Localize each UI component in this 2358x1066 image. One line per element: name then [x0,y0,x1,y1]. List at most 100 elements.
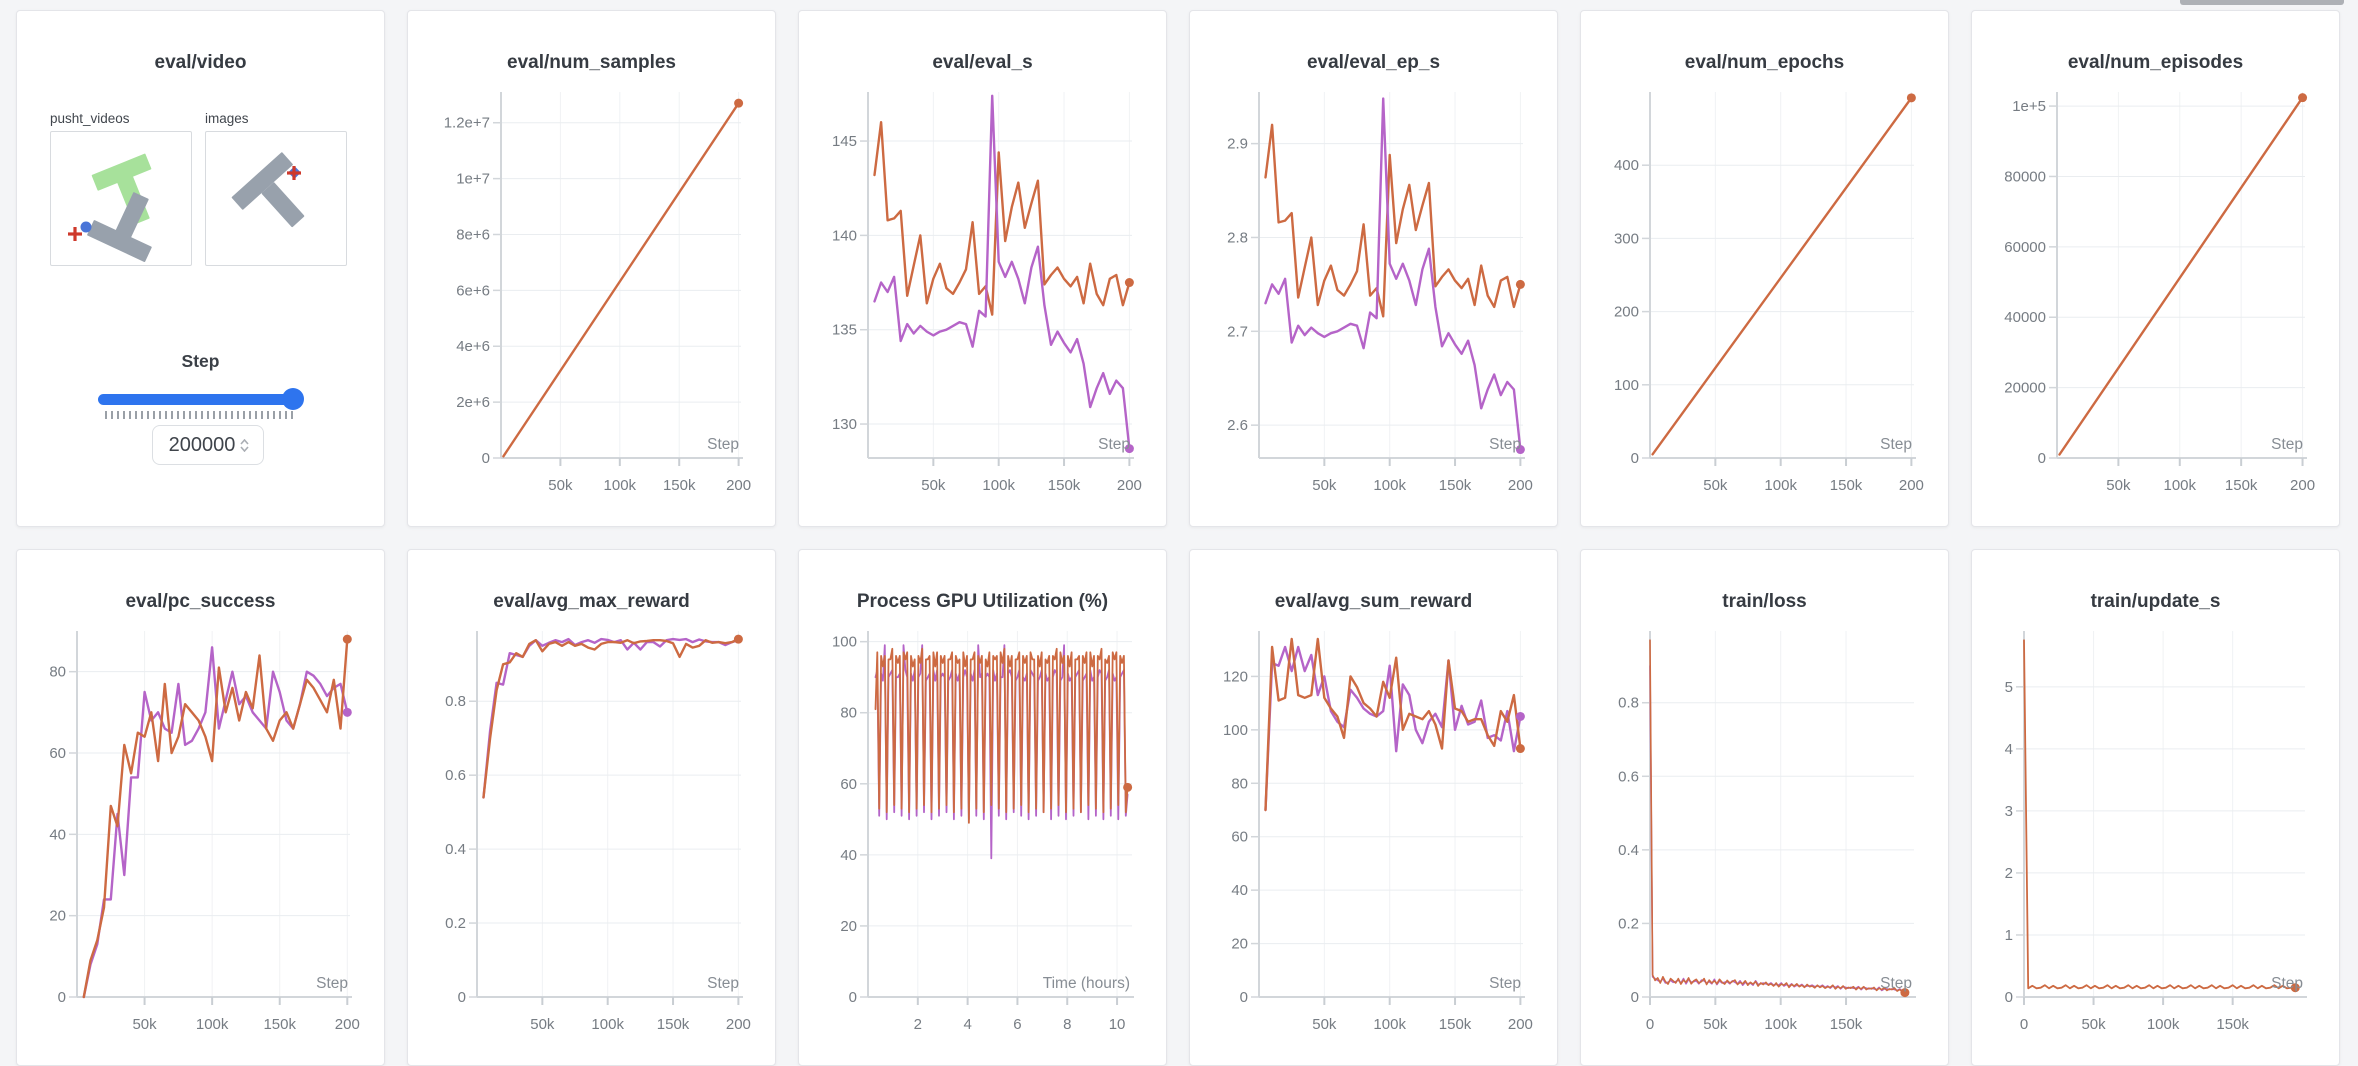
svg-text:0: 0 [2005,989,2013,1006]
step-slider-track[interactable] [98,394,300,405]
svg-text:300: 300 [1614,230,1639,247]
svg-text:3: 3 [2005,803,2013,820]
chart-eval-avg-max-reward[interactable]: 0 0.2 0.4 0.6 0.8 50k 100k 150k 200 Step [408,623,775,1059]
panel-title: eval/video [154,52,247,73]
step-slider-ticks [105,411,295,419]
svg-text:0.6: 0.6 [445,767,466,784]
scrollbar-thumb[interactable] [2180,0,2344,5]
step-increment-icon[interactable] [240,438,249,445]
agent-dot [80,221,92,233]
svg-text:0: 0 [849,989,857,1006]
svg-text:0: 0 [1631,989,1639,1006]
svg-text:120: 120 [1223,668,1248,685]
chart-eval-pc-success[interactable]: 0 20 40 60 80 50k 100k 150k 200 Step [17,623,384,1059]
panel-title: Process GPU Utilization (%) [856,591,1109,612]
svg-text:60000: 60000 [2004,239,2046,256]
chart-eval-eval-s[interactable]: 130 135 140 145 50k 100k 150k 200 Step [799,84,1166,520]
panel-eval-pc-success: eval/pc_success 0 20 40 60 80 50k 100k 150k 200 S… [16,549,385,1066]
svg-text:Step: Step [1489,975,1521,992]
svg-text:100k: 100k [1373,477,1406,494]
svg-text:100k: 100k [2147,1016,2180,1033]
svg-text:150k: 150k [1048,477,1081,494]
svg-text:100k: 100k [2164,477,2197,494]
svg-text:100k: 100k [591,1016,624,1033]
panel-train-loss: train/loss 0 0.2 0.4 0.6 0.8 0 50k 100k 150k Step [1580,549,1949,1066]
svg-text:5: 5 [2005,679,2013,696]
svg-text:100k: 100k [1373,1016,1406,1033]
svg-text:80: 80 [1231,775,1248,792]
panel-title: eval/num_epochs [1684,52,1845,73]
panel-title: eval/avg_max_reward [493,591,690,612]
svg-text:20: 20 [1231,936,1248,953]
svg-text:40: 40 [840,847,857,864]
svg-text:150k: 150k [1830,1016,1863,1033]
chart-process-gpu-utilization[interactable]: 0 20 40 60 80 100 2 4 6 8 10 Time (hours) [799,623,1166,1059]
svg-text:150k: 150k [2225,477,2258,494]
svg-text:8: 8 [1063,1016,1071,1033]
svg-text:150k: 150k [1439,1016,1472,1033]
svg-text:Step: Step [707,436,739,453]
step-slider[interactable] [98,388,304,410]
chart-eval-num-epochs[interactable]: 0 100 200 300 400 50k 100k 150k 200 Step [1581,84,1948,520]
svg-text:2.7: 2.7 [1227,323,1248,340]
svg-text:40: 40 [49,826,66,843]
svg-text:140: 140 [832,227,857,244]
svg-text:60: 60 [49,745,66,762]
svg-text:200: 200 [1614,304,1639,321]
svg-text:0: 0 [482,450,490,467]
step-stepper [240,438,249,452]
svg-text:40000: 40000 [2004,309,2046,326]
images-thumbnail[interactable] [205,131,347,266]
svg-text:400: 400 [1614,157,1639,174]
svg-text:0.4: 0.4 [1618,842,1639,859]
step-value-box [152,425,264,465]
svg-text:50k: 50k [2106,477,2131,494]
svg-text:200: 200 [726,477,751,494]
panel-title: eval/avg_sum_reward [1274,591,1473,612]
svg-text:4: 4 [2005,741,2013,758]
chart-train-loss[interactable]: 0 0.2 0.4 0.6 0.8 0 50k 100k 150k Step [1581,623,1948,1059]
svg-text:Step: Step [707,975,739,992]
svg-text:100: 100 [1223,722,1248,739]
svg-text:80: 80 [840,705,857,722]
media-caption-images: images [205,111,249,126]
media-caption-pusht-videos: pusht_videos [50,111,130,126]
chart-eval-num-episodes[interactable]: 0 20000 40000 60000 80000 1e+5 50k 100k 150k 200 S… [1972,84,2339,520]
svg-text:150k: 150k [1830,477,1863,494]
svg-text:200: 200 [335,1016,360,1033]
svg-text:200: 200 [726,1016,751,1033]
svg-text:2.6: 2.6 [1227,417,1248,434]
panel-process-gpu-utilization: Process GPU Utilization (%) 0 20 40 60 80 100… [798,549,1167,1066]
svg-text:100: 100 [1614,377,1639,394]
svg-text:0: 0 [1631,450,1639,467]
step-decrement-icon[interactable] [240,445,249,452]
svg-text:Step: Step [316,975,348,992]
svg-text:150k: 150k [1439,477,1472,494]
chart-train-update-s[interactable]: 0 1 2 3 4 5 0 50k 100k 150k Step [1972,623,2339,1059]
step-slider-handle[interactable] [282,388,304,410]
svg-text:0.4: 0.4 [445,841,466,858]
chart-eval-num-samples[interactable]: 0 2e+6 4e+6 6e+6 8e+6 1e+7 1.2e+7 50k 100k 150k 20… [408,84,775,520]
pusht-video-thumbnail[interactable] [50,131,192,266]
svg-text:0: 0 [2038,450,2046,467]
svg-text:Time (hours): Time (hours) [1043,975,1130,992]
goal-cross-icon [68,227,82,241]
svg-text:0.2: 0.2 [445,915,466,932]
chart-eval-eval-ep-s[interactable]: 2.6 2.7 2.8 2.9 50k 100k 150k 200 Step [1190,84,1557,520]
svg-text:2.8: 2.8 [1227,229,1248,246]
svg-text:50k: 50k [921,477,946,494]
svg-text:Step: Step [2271,975,2303,992]
panel-eval-eval-ep-s: eval/eval_ep_s 2.6 2.7 2.8 2.9 50k 100k 150k 20… [1189,10,1558,527]
chart-eval-avg-sum-reward[interactable]: 0 20 40 60 80 100 120 50k 100k 150k 200 Step [1190,623,1557,1059]
svg-text:50k: 50k [1312,1016,1337,1033]
images-scene-image [231,152,305,228]
svg-text:40: 40 [1231,882,1248,899]
step-value-input[interactable] [167,433,237,457]
svg-text:50k: 50k [1312,477,1337,494]
svg-text:60: 60 [840,776,857,793]
svg-text:80000: 80000 [2004,168,2046,185]
svg-text:80: 80 [49,664,66,681]
svg-text:Step: Step [1098,436,1130,453]
svg-text:Step: Step [1489,436,1521,453]
svg-text:100k: 100k [1764,1016,1797,1033]
